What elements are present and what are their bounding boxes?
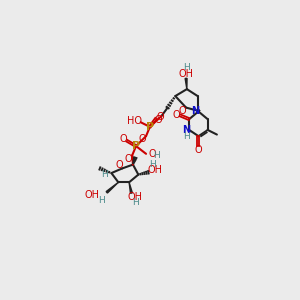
Text: H: H [101,170,108,179]
Text: O: O [156,112,164,122]
Text: H: H [154,151,160,160]
Text: OH: OH [85,190,100,200]
Polygon shape [129,182,132,193]
Polygon shape [106,182,118,193]
Text: N: N [182,125,190,135]
Text: H: H [183,132,190,141]
Text: O: O [138,134,146,144]
Text: H: H [150,160,156,169]
Text: OH: OH [147,165,162,175]
Text: H: H [132,198,139,207]
Text: O: O [124,154,132,164]
Text: O: O [172,110,180,120]
Text: O: O [178,106,186,116]
Text: P: P [146,122,154,132]
Text: OH: OH [128,192,143,202]
Text: OH: OH [178,69,194,79]
Text: O: O [154,115,162,125]
Text: P: P [132,141,140,151]
Text: H: H [183,63,190,72]
Text: O: O [195,145,202,155]
Text: N: N [191,106,200,116]
Text: O: O [119,134,127,144]
Text: O: O [148,149,156,159]
Text: H: H [98,196,105,205]
Text: HO: HO [127,116,142,126]
Polygon shape [185,78,187,89]
Text: O: O [115,160,123,170]
